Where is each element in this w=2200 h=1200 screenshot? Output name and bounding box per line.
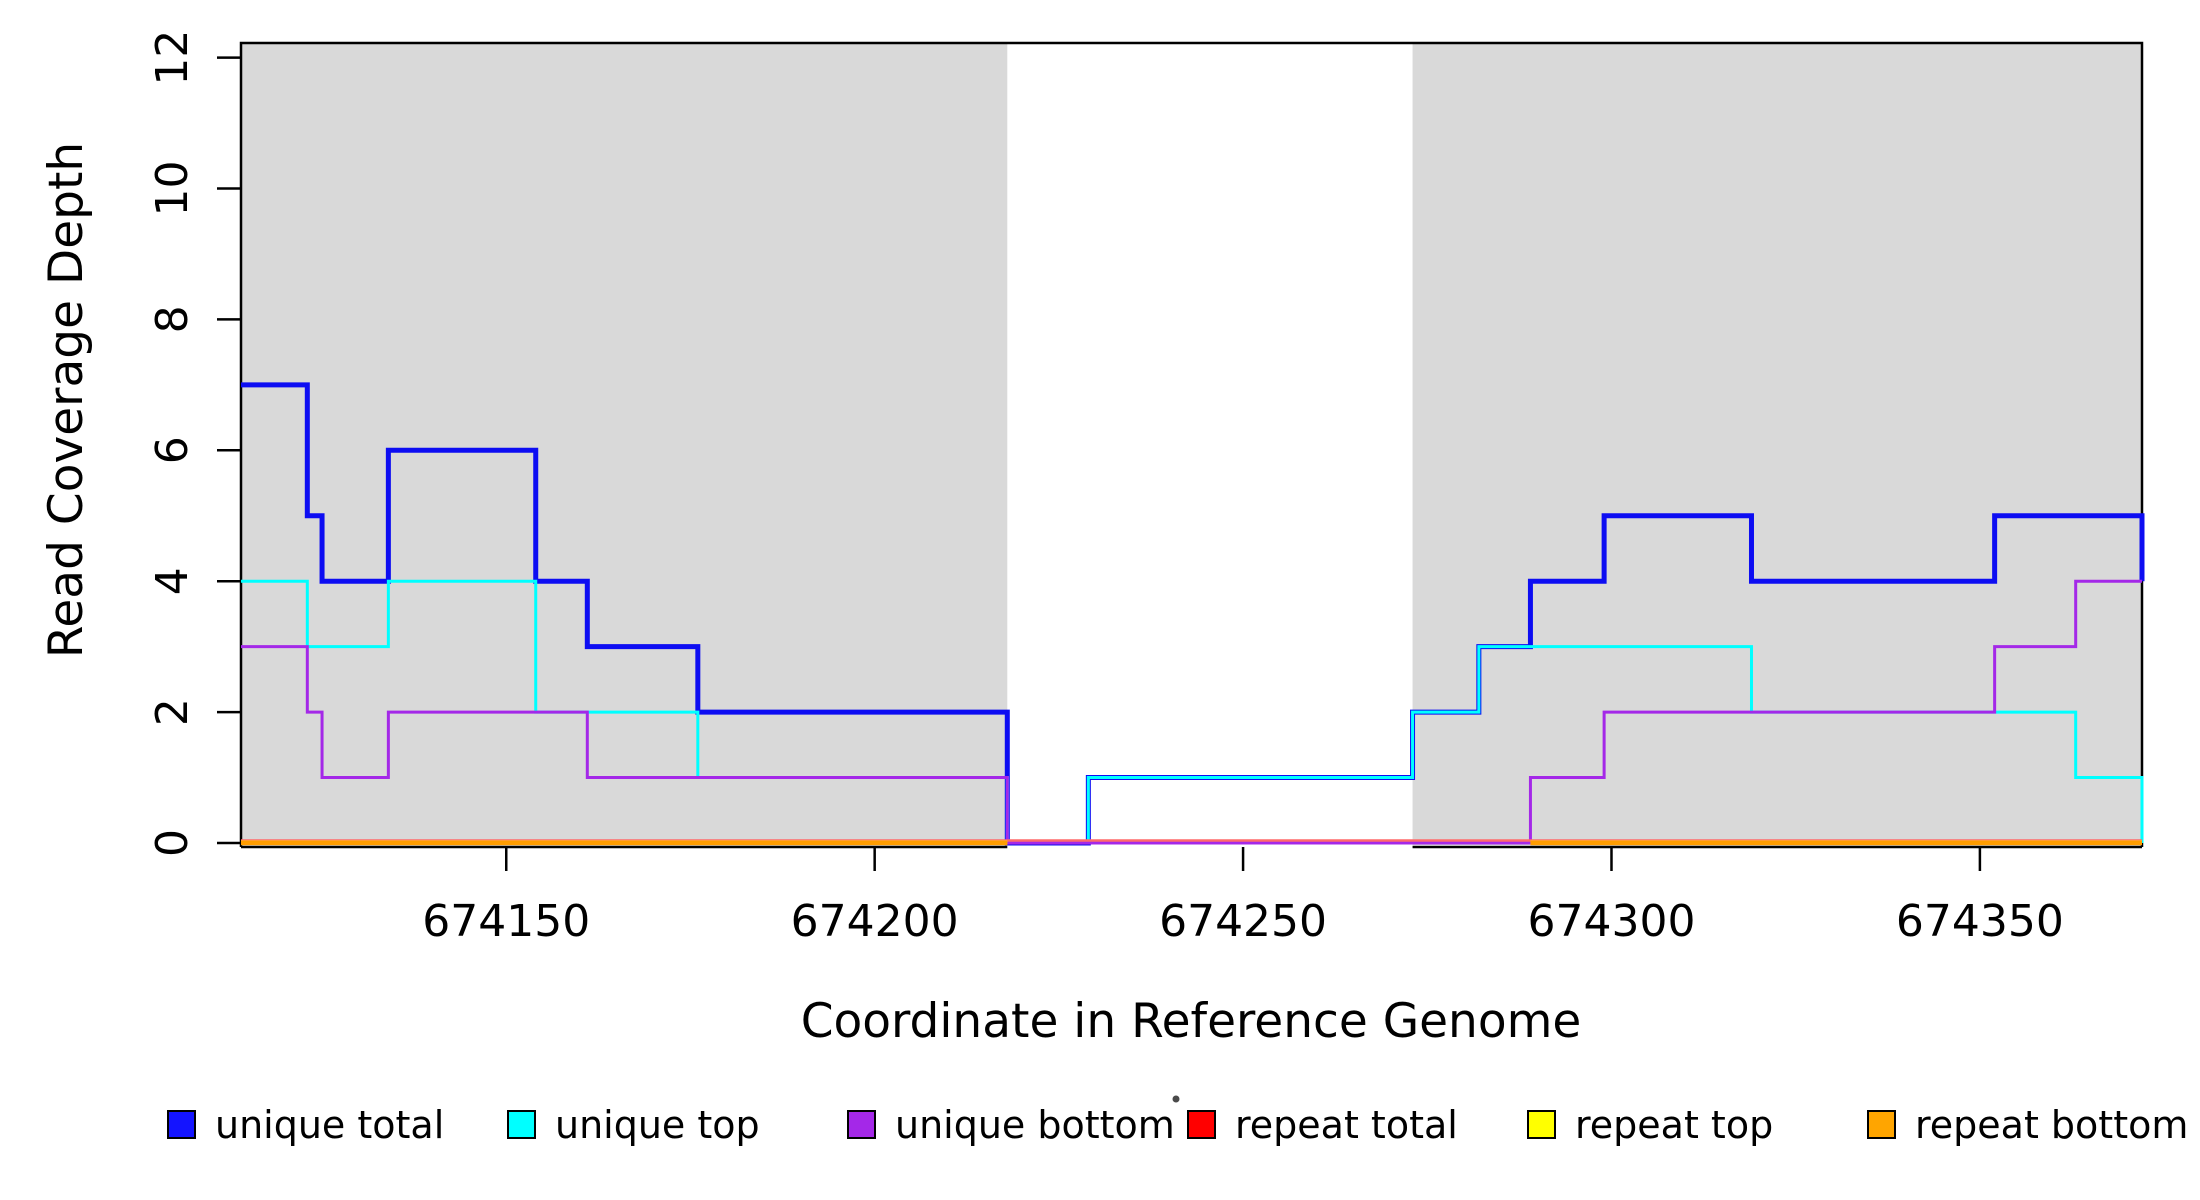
stray-dot: [1172, 1095, 1180, 1103]
legend-swatch-repeat-top: [1527, 1110, 1556, 1139]
legend-swatch-repeat-bottom: [1867, 1110, 1896, 1139]
y-tick-label: 12: [147, 30, 198, 86]
y-tick-label: 8: [147, 305, 198, 333]
shaded-regions: [241, 43, 2142, 845]
legend-swatch-unique-bottom: [847, 1110, 876, 1139]
legend-swatch-unique-top: [507, 1110, 536, 1139]
y-tick-label: 10: [147, 161, 198, 217]
plot-frame: [239, 41, 2144, 849]
legend-label-repeat-top: repeat top: [1575, 1103, 1773, 1147]
x-tick-label: 674250: [1159, 896, 1327, 947]
legend-swatch-unique-total: [167, 1110, 196, 1139]
x-tick-label: 674300: [1528, 896, 1696, 947]
legend-swatch-repeat-total: [1187, 1110, 1216, 1139]
x-tick-label: 674350: [1896, 896, 2064, 947]
x-tick-label: 674150: [422, 896, 590, 947]
legend-label-unique-bottom: unique bottom: [895, 1103, 1175, 1147]
y-tick-label: 2: [147, 698, 198, 726]
legend-label-unique-total: unique total: [215, 1103, 444, 1147]
legend-label-repeat-total: repeat total: [1235, 1103, 1458, 1147]
shaded-region: [1412, 43, 2142, 845]
x-tick-label: 674200: [791, 896, 959, 947]
y-tick-label: 4: [147, 567, 198, 595]
y-tick-label: 0: [147, 829, 198, 857]
axis-ticks: [217, 56, 1982, 871]
series-unique-bottom: [241, 579, 2142, 845]
shaded-region: [241, 43, 1008, 845]
series-lines: [241, 382, 2145, 846]
y-tick-label: 6: [147, 436, 198, 464]
legend: unique total unique top unique bottom repea…: [167, 1103, 2188, 1147]
x-axis-title: Coordinate in Reference Genome: [801, 994, 1582, 1049]
y-axis-title: Read Coverage Depth: [39, 142, 94, 658]
plot-border: [239, 41, 2144, 847]
legend-label-repeat-bottom: repeat bottom: [1915, 1103, 2188, 1147]
axis-tick-labels: 674150 674200 674250 674300 674350 0 2 4 6 8 10 12: [147, 30, 2064, 947]
legend-label-unique-top: unique top: [555, 1103, 760, 1147]
